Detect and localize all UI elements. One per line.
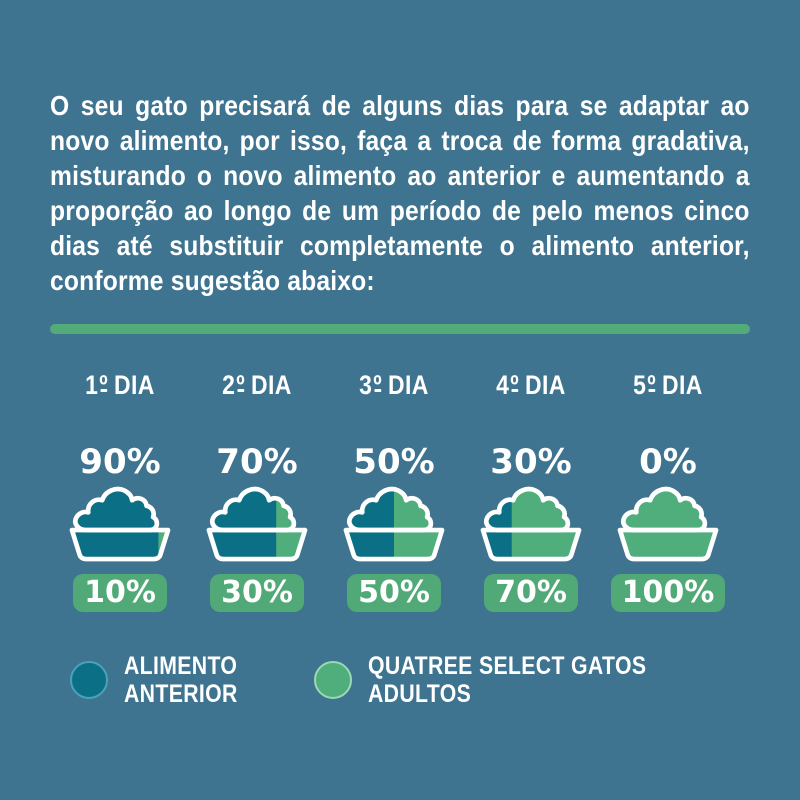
new-food-percentage-badge: 50% <box>347 574 441 612</box>
intro-text: O seu gato precisará de alguns dias para… <box>50 90 750 296</box>
bowl-food-mound <box>210 486 297 533</box>
bowl-base <box>480 527 582 562</box>
legend-label: ALIMENTO ANTERIOR <box>124 652 238 708</box>
food-bowl-icon <box>475 486 587 563</box>
bowl-food-mound <box>621 486 708 533</box>
divider-line <box>50 324 750 334</box>
day-number: 5 <box>633 370 647 400</box>
day-word: DIA <box>525 370 566 400</box>
food-bowl-icon <box>64 486 176 563</box>
bowl-base <box>206 527 308 562</box>
day-ordinal: º <box>373 370 383 400</box>
previous-food-percentage: 50% <box>353 442 435 482</box>
day-ordinal: º <box>99 370 109 400</box>
legend-color-dot-previous-food <box>70 661 108 699</box>
day-word: DIA <box>251 370 292 400</box>
bowl-svg <box>480 486 582 562</box>
day-label: 2º DIA <box>222 370 292 400</box>
bowl-svg <box>343 486 445 562</box>
bowl-base <box>69 527 171 562</box>
food-bowl-icon <box>201 486 313 563</box>
legend: ALIMENTO ANTERIOR QUATREE SELECT GATOS A… <box>50 652 750 708</box>
legend-color-dot-new-food <box>313 661 352 699</box>
day-column: 1º DIA 90% 10% <box>52 370 188 612</box>
day-word: DIA <box>388 370 429 400</box>
legend-item: QUATREE SELECT GATOS ADULTOS <box>313 652 695 708</box>
legend-label-line-2: ADULTOS <box>367 680 471 708</box>
bowl-svg <box>69 486 171 562</box>
day-column: 3º DIA 50% 50% <box>326 370 462 612</box>
previous-food-fill <box>345 489 394 560</box>
previous-food-fill <box>482 489 512 560</box>
new-food-percentage-badge: 70% <box>484 574 578 612</box>
bowl-food-mound <box>484 486 571 533</box>
day-ordinal: º <box>510 370 520 400</box>
day-label: 5º DIA <box>633 370 703 400</box>
day-number: 4 <box>496 370 510 400</box>
bowl-svg <box>206 486 308 562</box>
day-word: DIA <box>662 370 703 400</box>
day-column: 2º DIA 70% 30% <box>189 370 325 612</box>
bowl-food-mound <box>347 486 434 533</box>
legend-label-line-2: ANTERIOR <box>124 680 238 708</box>
day-ordinal: º <box>647 370 657 400</box>
bowl-food-mound <box>73 486 160 533</box>
day-label: 4º DIA <box>496 370 566 400</box>
day-label: 3º DIA <box>359 370 429 400</box>
day-column: 5º DIA 0% 100% <box>600 370 736 612</box>
bowl-base <box>617 527 719 562</box>
legend-label-line-1: ALIMENTO <box>124 652 238 680</box>
new-food-percentage-badge: 100% <box>610 574 726 612</box>
day-number: 1 <box>85 370 99 400</box>
day-number: 2 <box>222 370 236 400</box>
bowl-base <box>343 527 445 562</box>
previous-food-percentage: 90% <box>79 442 161 482</box>
previous-food-fill <box>619 489 620 560</box>
day-label: 1º DIA <box>85 370 155 400</box>
new-food-fill <box>394 489 443 560</box>
new-food-percentage-badge: 10% <box>73 574 167 612</box>
legend-label: QUATREE SELECT GATOS ADULTOS <box>368 652 646 708</box>
day-number: 3 <box>359 370 373 400</box>
day-ordinal: º <box>236 370 246 400</box>
days-row: 1º DIA 90% 10% 2º DIA 70% 30% 3º DIA 50% <box>50 370 750 612</box>
legend-item: ALIMENTO ANTERIOR <box>70 652 258 708</box>
previous-food-percentage: 30% <box>490 442 572 482</box>
previous-food-percentage: 70% <box>216 442 298 482</box>
food-bowl-icon <box>338 486 450 563</box>
bowl-svg <box>617 486 719 562</box>
new-food-percentage-badge: 30% <box>210 574 304 612</box>
previous-food-percentage: 0% <box>639 442 697 482</box>
food-bowl-icon <box>612 486 724 563</box>
day-word: DIA <box>114 370 155 400</box>
legend-label-line-1: QUATREE SELECT GATOS <box>367 652 647 680</box>
day-column: 4º DIA 30% 70% <box>463 370 599 612</box>
